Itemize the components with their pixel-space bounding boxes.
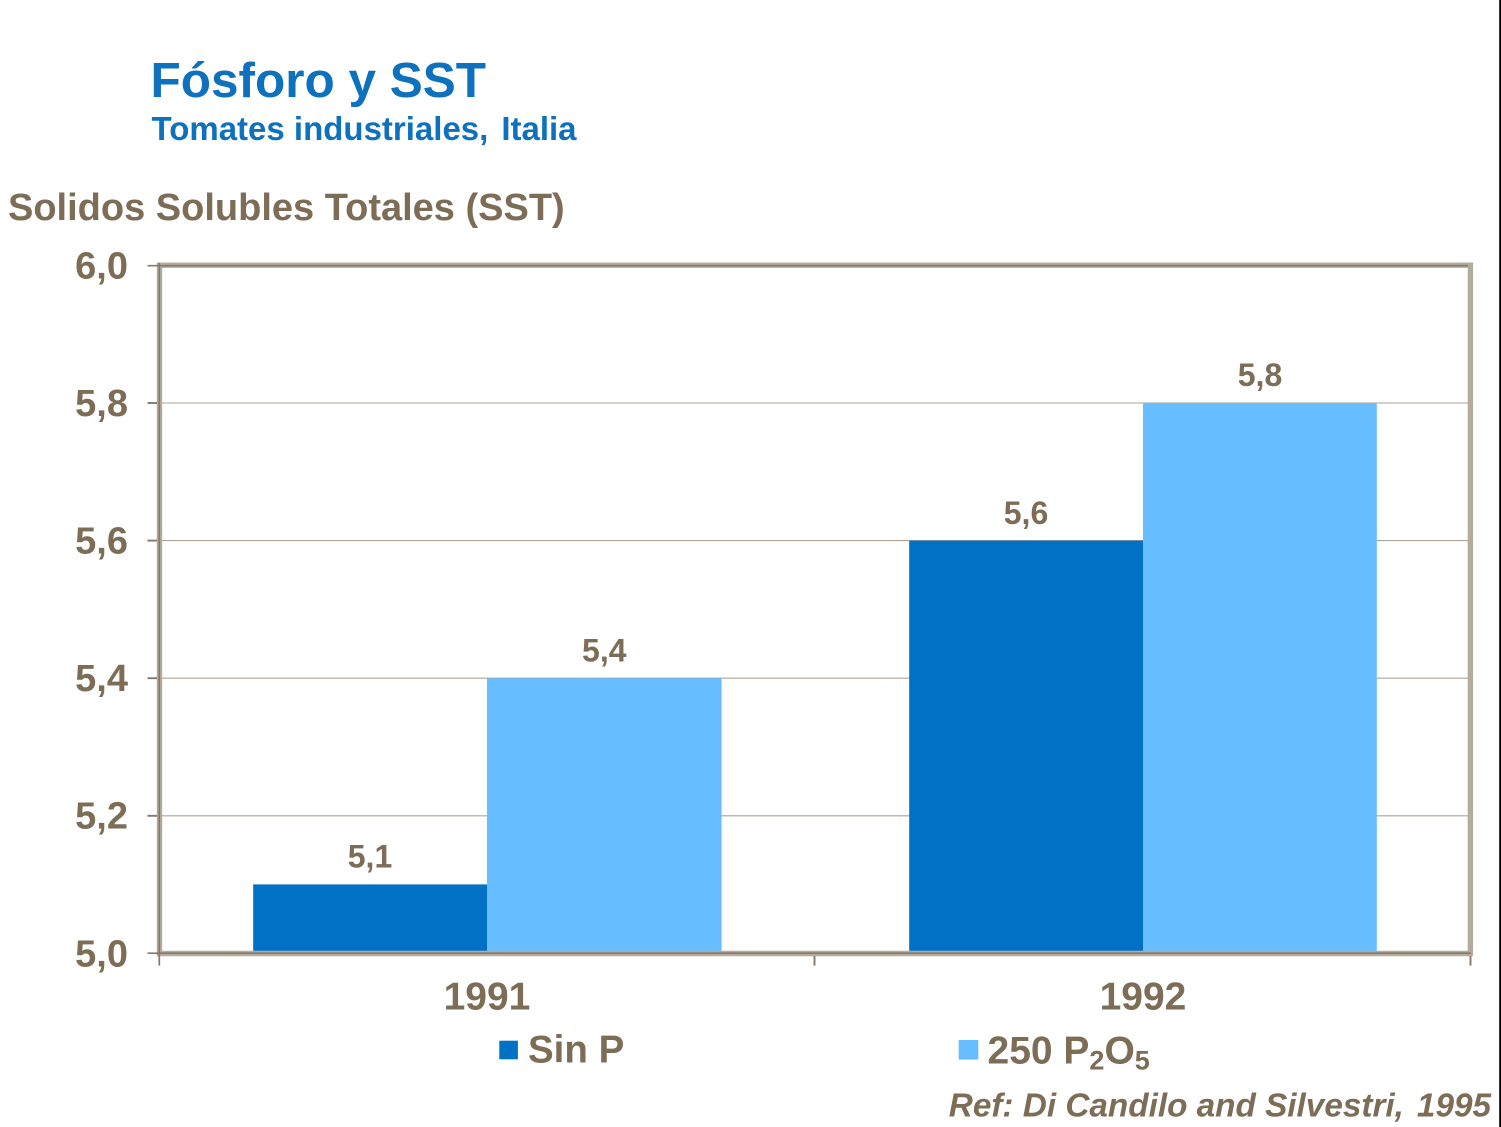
svg-text:5,2: 5,2 (75, 796, 128, 838)
svg-text:5,0: 5,0 (75, 933, 128, 975)
svg-text:Ref: Di Candilo and Silvestri,: Ref: Di Candilo and Silvestri, 1995 (949, 1088, 1492, 1125)
svg-text:250 P2O5: 250 P2O5 (988, 1030, 1150, 1076)
svg-text:Sin P: Sin P (528, 1029, 624, 1072)
svg-text:5,4: 5,4 (75, 658, 128, 700)
svg-text:5,6: 5,6 (1004, 495, 1048, 531)
svg-text:Tomates industriales,Italia: Tomates industriales, Italia (152, 110, 578, 147)
svg-text:1992: 1992 (1100, 976, 1187, 1019)
svg-text:5,4: 5,4 (582, 633, 627, 669)
svg-text:5,6: 5,6 (75, 521, 128, 563)
svg-text:5,1: 5,1 (348, 839, 392, 875)
svg-text:5,8: 5,8 (75, 383, 128, 425)
svg-text:5,8: 5,8 (1238, 357, 1282, 393)
svg-text:Fósforo y SST: Fósforo y SST (151, 53, 487, 108)
svg-text:Solidos Solubles Totales (SST): Solidos Solubles Totales (SST) (8, 187, 565, 229)
svg-text:6,0: 6,0 (75, 245, 128, 287)
svg-text:1991: 1991 (444, 976, 531, 1019)
